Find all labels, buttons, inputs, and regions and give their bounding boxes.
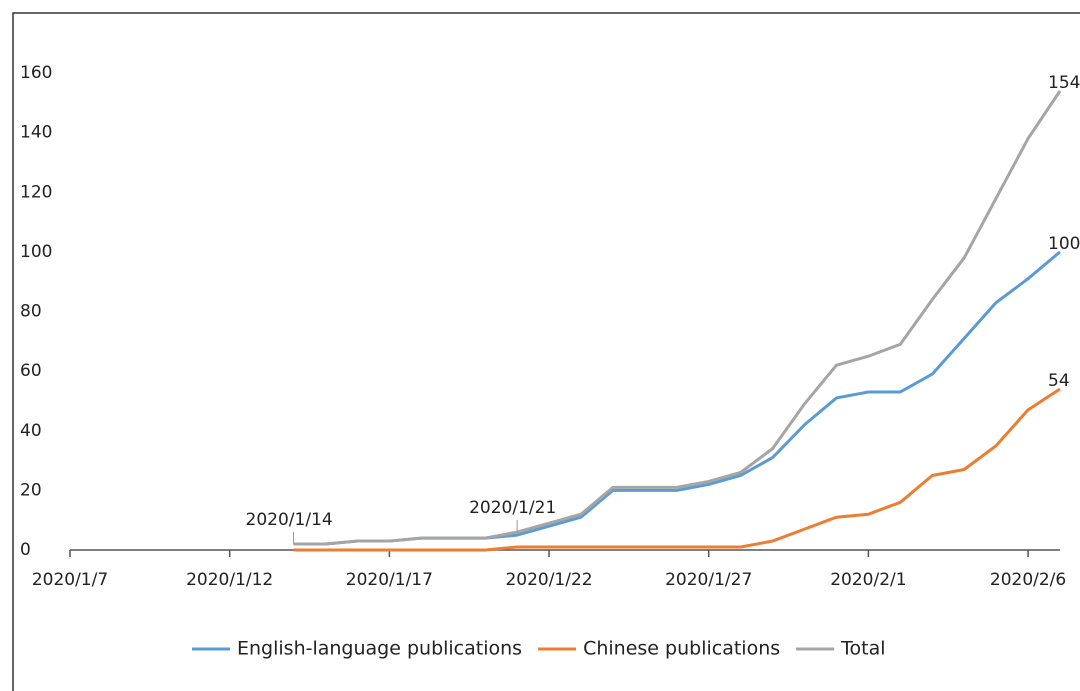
y-tick-label: 120 bbox=[20, 182, 52, 202]
x-tick-label: 2020/1/12 bbox=[186, 570, 273, 590]
end-value-label: 54 bbox=[1048, 371, 1070, 391]
x-tick-label: 2020/2/6 bbox=[990, 570, 1066, 590]
y-tick-label: 20 bbox=[20, 480, 42, 500]
x-tick-label: 2020/1/17 bbox=[346, 570, 433, 590]
y-tick-label: 160 bbox=[20, 63, 52, 83]
y-tick-label: 100 bbox=[20, 242, 52, 262]
x-tick-label: 2020/1/22 bbox=[505, 570, 592, 590]
annotation: 2020/1/21 bbox=[469, 498, 556, 518]
legend-label: Chinese publications bbox=[583, 638, 780, 660]
x-tick-label: 2020/1/27 bbox=[665, 570, 752, 590]
end-value-label: 154 bbox=[1048, 73, 1080, 93]
series-line bbox=[293, 387, 1061, 552]
x-tick-label: 2020/2/1 bbox=[830, 570, 906, 590]
x-tick-label: 2020/1/7 bbox=[32, 570, 108, 590]
frame bbox=[12, 12, 1080, 691]
end-value-label: 100 bbox=[1048, 234, 1080, 254]
series-line bbox=[293, 90, 1062, 546]
series-line bbox=[293, 250, 1061, 546]
y-tick-label: 60 bbox=[20, 361, 42, 381]
legend-label: Total bbox=[840, 638, 885, 660]
annotation: 2020/1/14 bbox=[246, 510, 333, 530]
y-tick-label: 80 bbox=[20, 302, 42, 322]
y-tick-label: 0 bbox=[20, 540, 31, 560]
y-tick-label: 40 bbox=[20, 421, 42, 441]
legend-label: English-language publications bbox=[237, 638, 522, 660]
y-tick-label: 140 bbox=[20, 123, 52, 143]
